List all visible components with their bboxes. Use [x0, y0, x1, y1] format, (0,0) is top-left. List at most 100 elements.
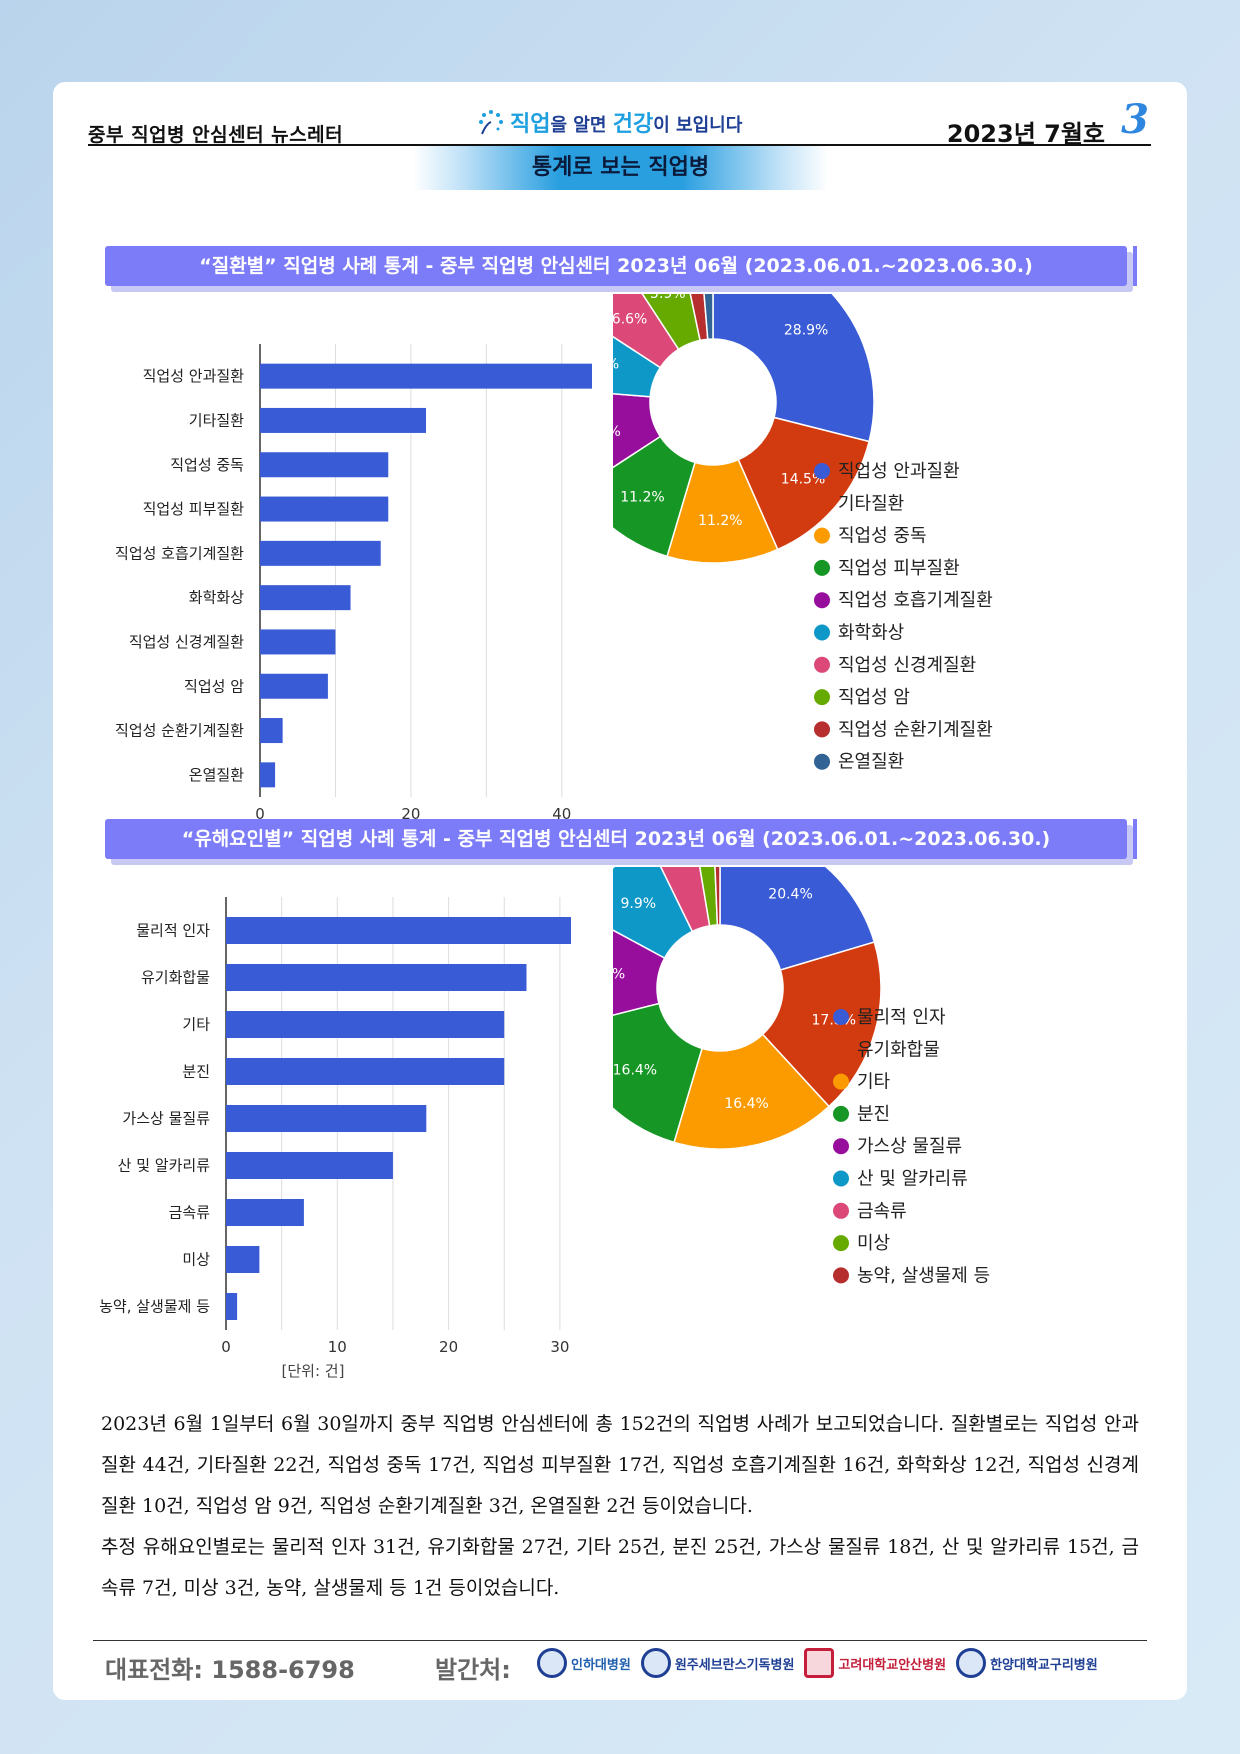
- pie-slice: [737, 416, 870, 551]
- bar: [226, 1199, 304, 1226]
- category-label: 직업성 순환기계질환: [115, 722, 244, 740]
- bar: [260, 496, 389, 522]
- legend-swatch: [814, 527, 830, 544]
- legend-label: 직업성 암: [838, 687, 910, 708]
- bar: [260, 540, 381, 566]
- wonju-emblem-icon: [640, 1648, 671, 1678]
- legend-swatch: [833, 1073, 849, 1090]
- slice-percent-label: 6.6%: [613, 312, 647, 328]
- pie-slice: [613, 335, 662, 398]
- category-label: 농약, 살생물제 등: [99, 1298, 210, 1316]
- legend-label: 직업성 신경계질환: [838, 655, 976, 676]
- x-tick-label: 30: [550, 1338, 569, 1356]
- summary-text: 2023년 6월 1일부터 6월 30일까지 중부 직업병 안심센터에 총 15…: [101, 1404, 1139, 1609]
- legend-label: 분진: [857, 1104, 890, 1125]
- category-label: 물리적 인자: [136, 922, 210, 940]
- legend-label: 온열질환: [838, 752, 904, 773]
- category-label: 미상: [182, 1251, 210, 1269]
- pie-slice: [613, 294, 680, 369]
- category-label: 기타질환: [189, 411, 244, 429]
- legend-swatch: [833, 1105, 849, 1122]
- bar: [260, 718, 283, 744]
- sun-icon: [479, 110, 503, 135]
- pie-slice: [613, 1002, 703, 1144]
- pie-slice: [613, 435, 696, 558]
- legend-swatch: [833, 1235, 849, 1252]
- legend-swatch: [814, 624, 830, 641]
- bar: [260, 585, 351, 611]
- newsletter-name: 중부 직업병 안심센터 뉴스레터: [88, 124, 344, 146]
- hospital-logo-inha: 인하대병원: [537, 1648, 631, 1678]
- slogan-part-2: 이 보입니다: [653, 115, 743, 136]
- slogan-part-1: 을 알면: [550, 115, 613, 136]
- bar: [226, 1293, 238, 1320]
- hazard-donut-chart: 20.4%17.8%16.4%16.4%11.8%9.9%물리적 인자유기화합물…: [613, 867, 990, 1286]
- legend-swatch: [814, 689, 830, 706]
- summary-paragraph-2: 추정 유해요인별로는 물리적 인자 31건, 유기화합물 27건, 기타 25건…: [101, 1536, 1139, 1599]
- bar: [260, 629, 336, 655]
- section-1-title: “질환별” 직업병 사례 통계 - 중부 직업병 안심센터 2023년 06월 …: [105, 246, 1137, 286]
- category-label: 유기화합물: [141, 969, 210, 987]
- slogan-word-2: 건강: [612, 112, 654, 137]
- legend-label: 직업성 호흡기계질환: [838, 590, 993, 611]
- slice-percent-label: 14.5%: [781, 471, 825, 487]
- legend-label: 직업성 순환기계질환: [838, 719, 993, 740]
- legend-label: 가스상 물질류: [857, 1136, 962, 1157]
- legend-label: 금속류: [857, 1201, 907, 1222]
- bar: [226, 964, 527, 991]
- bar: [260, 673, 328, 699]
- category-label: 직업성 호흡기계질환: [115, 544, 244, 562]
- x-tick-label: 10: [328, 1338, 347, 1356]
- pie-slice: [673, 1033, 831, 1150]
- slogan-logo: 직업을 알면 건강이 보입니다: [478, 106, 742, 138]
- slice-percent-label: 11.8%: [613, 966, 625, 982]
- legend-swatch: [833, 1041, 849, 1058]
- category-label: 직업성 안과질환: [143, 367, 245, 385]
- publisher-logos: 인하대병원 원주세브란스기독병원 고려대학교안산병원 한양대학교구리병원: [537, 1648, 1098, 1678]
- legend-label: 유기화합물: [857, 1039, 940, 1060]
- legend-swatch: [833, 1202, 849, 1219]
- bar: [226, 1246, 260, 1273]
- section-banner: 통계로 보는 직업병: [413, 146, 828, 190]
- x-tick-label: 40: [552, 805, 571, 823]
- pie-slice: [719, 867, 876, 971]
- disease-donut-chart: 28.9% 14.5% 11.2% 11.2% 10.5% 7.9% 6.6% 5.9% 직업성…: [613, 294, 993, 773]
- summary-paragraph-1: 2023년 6월 1일부터 6월 30일까지 중부 직업병 안심센터에 총 15…: [101, 1413, 1139, 1517]
- unit-label: [단위: 건]: [282, 1362, 345, 1380]
- slice-percent-label: 16.4%: [613, 1063, 657, 1079]
- slice-percent-label: 7.9%: [613, 357, 619, 373]
- legend-swatch: [833, 1138, 849, 1155]
- category-label: 화학화상: [189, 589, 244, 607]
- category-label: 분진: [182, 1063, 210, 1081]
- legend-swatch: [833, 1009, 849, 1025]
- bar: [226, 1011, 505, 1038]
- bar: [226, 917, 571, 944]
- legend-label: 기타질환: [838, 493, 904, 514]
- category-label: 기타: [182, 1016, 210, 1034]
- newsletter-page: 중부 직업병 안심센터 뉴스레터 직업을 알면 건강이 보입니다 2023년 7…: [53, 82, 1187, 1700]
- legend-label: 직업성 안과질환: [838, 461, 960, 482]
- hospital-logo-korea-ansan: 고려대학교안산병원: [804, 1648, 946, 1678]
- bar: [226, 1058, 505, 1085]
- bar: [260, 363, 592, 389]
- legend-swatch: [814, 753, 830, 770]
- legend-swatch: [814, 559, 830, 576]
- category-label: 직업성 암: [184, 677, 244, 695]
- pie-slice: [714, 867, 721, 926]
- legend-label: 직업성 피부질환: [838, 558, 960, 579]
- section-2-title: “유해요인별” 직업병 사례 통계 - 중부 직업병 안심센터 2023년 06…: [105, 819, 1137, 859]
- header-divider: [88, 144, 1151, 146]
- category-label: 온열질환: [189, 766, 244, 784]
- slice-percent-label: 16.4%: [724, 1096, 768, 1112]
- legend-swatch: [814, 495, 830, 512]
- slice-percent-label: 11.2%: [698, 513, 742, 529]
- legend-label: 물리적 인자: [857, 1007, 946, 1028]
- pie-slice: [712, 294, 875, 443]
- bar: [226, 1105, 427, 1132]
- pie-slice: [613, 392, 662, 469]
- inha-emblem-icon: [537, 1648, 567, 1678]
- slice-percent-label: 11.2%: [620, 490, 664, 506]
- footer-divider: [93, 1640, 1147, 1641]
- page-number: 3: [1121, 96, 1149, 143]
